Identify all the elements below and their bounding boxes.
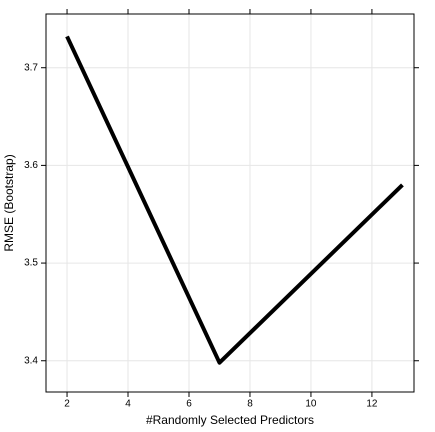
x-tick-label: 4 — [125, 399, 131, 410]
x-tick-label: 12 — [366, 399, 378, 410]
y-tick-label: 3.4 — [24, 355, 38, 366]
y-tick-label: 3.6 — [24, 160, 38, 171]
x-axis-title: #Randomly Selected Predictors — [146, 413, 314, 427]
y-tick-label: 3.5 — [24, 258, 38, 269]
y-axis-title: RMSE (Bootstrap) — [2, 154, 16, 251]
data-line — [65, 35, 404, 365]
x-tick-label: 6 — [186, 399, 192, 410]
x-tick-label: 10 — [305, 399, 317, 410]
x-tick-label: 8 — [247, 399, 253, 410]
y-tick-label: 3.7 — [24, 62, 38, 73]
plot-frame — [45, 13, 415, 393]
x-tick-label: 2 — [64, 399, 70, 410]
